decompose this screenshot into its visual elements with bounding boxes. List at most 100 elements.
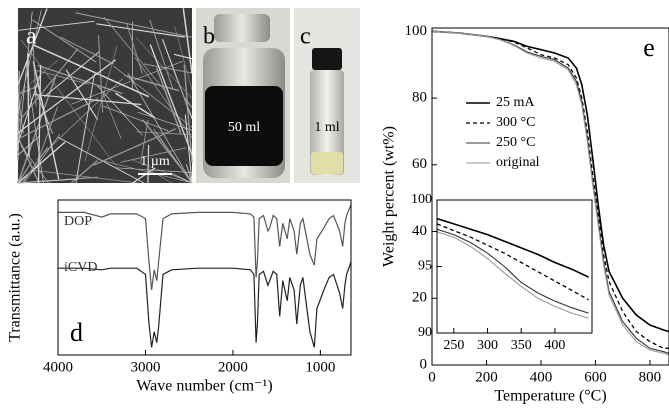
series-line — [436, 217, 589, 278]
x-axis-label: Temperature (°C) — [494, 388, 606, 405]
x-tick-label: 300 — [477, 338, 498, 353]
vial — [310, 70, 344, 175]
fiber — [156, 67, 182, 134]
fiber — [99, 85, 122, 139]
fiber — [149, 44, 193, 155]
series-line — [436, 228, 589, 314]
x-tick-label: 250 — [443, 338, 464, 353]
y-tick-label: 0 — [420, 356, 428, 372]
fiber — [38, 106, 58, 159]
fiber — [137, 111, 193, 131]
cap — [312, 48, 342, 70]
legend-label: original — [496, 155, 540, 170]
fiber — [115, 92, 156, 119]
legend-label: 25 mA — [496, 95, 535, 110]
panel-label: a — [26, 24, 37, 50]
x-axis-label: Wave number (cm⁻¹) — [136, 378, 272, 395]
fiber — [123, 74, 180, 92]
fiber — [26, 72, 44, 184]
fiber — [93, 128, 176, 166]
series-line — [436, 223, 589, 301]
y-tick-label: 90 — [418, 325, 432, 340]
fiber — [184, 97, 193, 108]
fiber — [20, 145, 49, 184]
fiber — [149, 19, 174, 91]
fiber — [127, 72, 193, 184]
chart: 250 300 350 400 90 95 100 — [411, 192, 593, 353]
fiber — [75, 12, 193, 38]
fiber — [17, 97, 99, 140]
fiber — [183, 64, 193, 163]
chart: 4000 3000 2000 1000 Wave number (cm⁻¹) Transm… — [7, 199, 352, 395]
x-tick-label: 2000 — [218, 359, 248, 375]
fiber — [17, 161, 33, 184]
x-tick-label: 3000 — [130, 359, 160, 375]
fiber — [149, 169, 172, 184]
fiber — [18, 140, 40, 184]
fiber — [132, 159, 193, 184]
fiber — [120, 147, 187, 163]
x-tick-label: 4000 — [43, 359, 73, 375]
scale-label: 1 µm — [140, 154, 170, 169]
series-line — [58, 204, 352, 290]
annotation: DOP — [64, 214, 92, 229]
inset-bg — [437, 200, 592, 333]
x-tick-label: 600 — [584, 369, 607, 385]
fiber — [174, 26, 193, 91]
legend-label: 300 °C — [496, 115, 535, 130]
series-line — [431, 30, 669, 349]
stopper — [214, 14, 270, 42]
x-tick-label: 400 — [544, 338, 565, 353]
fiber — [21, 146, 49, 184]
fiber — [20, 39, 118, 168]
fiber — [17, 8, 48, 85]
chart: 0 200 400 600 800 0 20 40 60 80 100 Temperature (°C… — [381, 23, 669, 405]
fiber — [27, 52, 30, 157]
y-tick-label: 100 — [405, 23, 428, 39]
x-tick-label: 0 — [428, 369, 436, 385]
panel-label: b — [203, 24, 215, 50]
fiber — [32, 44, 150, 98]
annotation: iCVD — [64, 260, 97, 275]
legend-label: 250 °C — [496, 135, 535, 150]
fiber — [37, 64, 123, 95]
fiber — [75, 73, 95, 184]
fiber — [71, 60, 184, 105]
x-tick-label: 800 — [639, 369, 662, 385]
y-axis-label: Transmittance (a.u.) — [7, 213, 24, 342]
fiber — [59, 36, 115, 65]
sem-photo — [17, 8, 193, 184]
fiber — [117, 167, 193, 173]
y-axis-label: Weight percent (wt%) — [381, 126, 398, 267]
plot-frame — [57, 199, 352, 356]
fiber — [17, 10, 42, 114]
fiber — [17, 59, 59, 95]
panel-label: d — [70, 318, 83, 347]
fiber — [17, 59, 117, 134]
series-line — [431, 30, 669, 356]
fiber — [172, 68, 193, 118]
panel-label: e — [643, 33, 655, 62]
fiber — [17, 179, 20, 184]
plot-frame — [431, 27, 669, 366]
x-tick-label: 400 — [530, 369, 553, 385]
fiber — [103, 16, 168, 94]
fiber — [23, 134, 61, 184]
fiber — [17, 178, 79, 184]
fiber — [147, 144, 150, 184]
liquid — [311, 152, 343, 174]
fiber — [33, 86, 53, 134]
fiber — [144, 63, 193, 74]
photo-text: 1 ml — [314, 120, 339, 135]
x-tick-label: 200 — [475, 369, 498, 385]
fiber — [17, 93, 24, 134]
fiber — [43, 51, 100, 98]
fiber — [172, 173, 193, 184]
fiber — [132, 167, 156, 184]
x-tick-label: 1000 — [305, 359, 335, 375]
fiber — [186, 164, 193, 184]
x-tick-label: 350 — [511, 338, 532, 353]
y-tick-label: 100 — [411, 192, 432, 207]
fiber — [31, 169, 139, 184]
